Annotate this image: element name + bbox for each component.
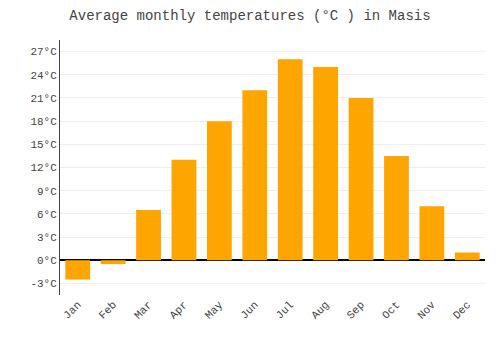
- svg-text:Nov: Nov: [415, 299, 438, 322]
- svg-text:Aug: Aug: [309, 299, 331, 321]
- svg-text:0°C: 0°C: [37, 255, 57, 267]
- svg-text:6°C: 6°C: [37, 209, 57, 221]
- svg-text:Average monthly temperatures (: Average monthly temperatures (°C ) in Ma…: [69, 8, 430, 24]
- svg-text:18°C: 18°C: [30, 116, 57, 128]
- svg-text:Oct: Oct: [380, 299, 402, 321]
- svg-text:27°C: 27°C: [30, 46, 57, 58]
- svg-text:May: May: [203, 299, 226, 322]
- svg-text:Feb: Feb: [97, 299, 119, 321]
- svg-text:12°C: 12°C: [30, 162, 57, 174]
- svg-text:15°C: 15°C: [30, 139, 57, 151]
- svg-text:Jul: Jul: [274, 299, 296, 321]
- svg-text:21°C: 21°C: [30, 93, 57, 105]
- svg-text:Apr: Apr: [167, 299, 189, 321]
- svg-text:Jun: Jun: [238, 299, 260, 321]
- svg-text:9°C: 9°C: [37, 186, 57, 198]
- svg-text:24°C: 24°C: [30, 70, 57, 82]
- svg-text:Dec: Dec: [451, 299, 473, 321]
- svg-text:Mar: Mar: [132, 299, 154, 321]
- svg-text:3°C: 3°C: [37, 232, 57, 244]
- svg-text:-3°C: -3°C: [30, 278, 57, 290]
- svg-text:Jan: Jan: [61, 299, 83, 321]
- svg-text:Sep: Sep: [345, 299, 367, 321]
